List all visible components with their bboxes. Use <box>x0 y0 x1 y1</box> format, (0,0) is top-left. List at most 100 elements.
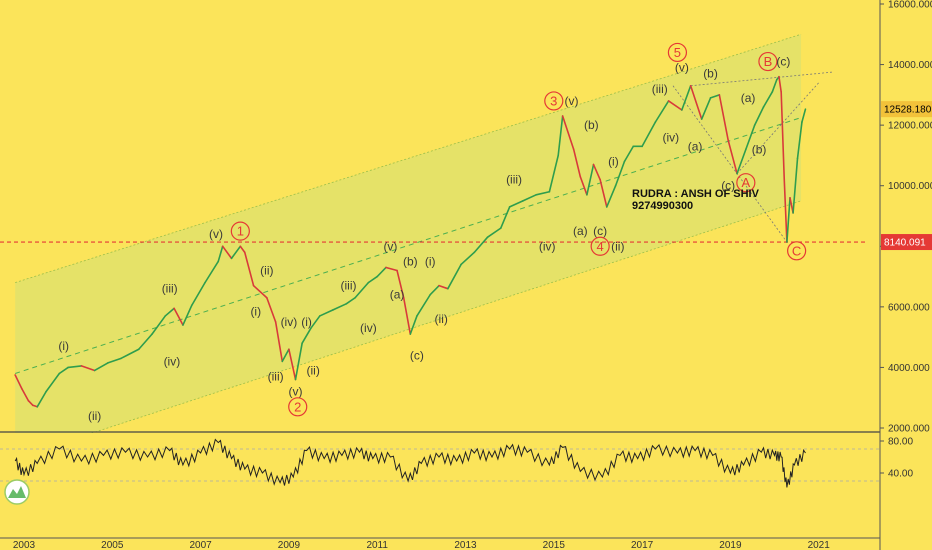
price-segment <box>67 365 83 369</box>
price-segment <box>460 251 476 266</box>
price-segment <box>522 194 537 202</box>
price-segment <box>592 163 601 181</box>
price-segment <box>796 121 803 160</box>
price-segment <box>182 304 193 326</box>
wave-label: (b) <box>703 67 718 81</box>
annotation: RUDRA : ANSH OF SHIV 9274990300 <box>632 188 760 212</box>
price-segment <box>700 97 712 120</box>
price-segment <box>762 91 774 108</box>
channel-upper-line <box>15 33 802 284</box>
wave-label: (c) <box>721 179 735 193</box>
rsi-background <box>0 433 880 538</box>
wave-label: 4 <box>597 239 604 254</box>
price-segment <box>319 309 334 317</box>
price-segment <box>416 293 431 317</box>
price-segment <box>508 200 524 208</box>
logo-icon[interactable] <box>4 479 30 505</box>
wave-marker <box>288 397 308 417</box>
wave-label: (v) <box>675 61 689 75</box>
price-segment <box>780 91 786 181</box>
price-segment <box>332 303 348 311</box>
time-tick-label: 2019 <box>719 540 742 550</box>
wave-label: 1 <box>237 224 244 239</box>
price-segment <box>792 157 799 214</box>
wave-label: (iii) <box>506 173 522 187</box>
price-segment <box>709 94 721 99</box>
price-segment <box>173 307 184 326</box>
price-segment <box>409 315 418 335</box>
price-segment <box>137 333 153 351</box>
channel-lower-line <box>15 200 802 459</box>
price-segment <box>281 348 290 363</box>
price-segment <box>396 269 405 299</box>
wave-label: (v) <box>564 94 578 108</box>
channel-mid-line <box>15 117 802 374</box>
price-tick-label: 4000.000 <box>888 363 930 374</box>
wave-label: (iv) <box>662 130 679 144</box>
wave-label: (iii) <box>268 370 284 384</box>
price-segment <box>107 357 122 364</box>
wave-label: (iv) <box>539 239 556 253</box>
wave-label: (c) <box>776 55 790 69</box>
time-tick-label: 2021 <box>808 540 831 550</box>
wave-labels: (i)(ii)(iii)(iv)(v) 1(ii)(i)(iv) (i)(iii)(… <box>58 42 807 423</box>
price-segment <box>641 121 657 148</box>
wave-label: (b) <box>752 142 767 156</box>
price-segment <box>402 296 412 335</box>
price-segment <box>500 206 511 229</box>
price-segment <box>623 145 635 163</box>
price-segment <box>217 245 224 263</box>
price-segment <box>266 296 277 323</box>
wave-label: (b) <box>584 118 599 132</box>
price-segment <box>771 78 778 93</box>
wave-label: (ii) <box>435 312 448 326</box>
price-segment <box>376 266 387 278</box>
price-segment <box>801 108 807 123</box>
price-segment <box>783 178 788 243</box>
support-price-badge <box>881 234 932 251</box>
price-segment <box>727 139 738 175</box>
price-segment <box>753 106 765 126</box>
rsi-panel <box>0 431 880 538</box>
price-segment <box>27 399 34 407</box>
wave-label: (a) <box>390 288 405 302</box>
price-segment <box>786 197 791 243</box>
price-segment <box>718 94 729 142</box>
wave-label: 5 <box>674 45 681 60</box>
wave-label: (c) <box>410 348 424 362</box>
wave-label: (b) <box>403 254 418 268</box>
wave-label: (i) <box>58 339 69 353</box>
price-segment <box>230 245 242 260</box>
wave-label: B <box>764 54 773 69</box>
price-segment <box>45 372 61 393</box>
price-segment <box>385 266 398 272</box>
last-price-label: 12528.180 <box>884 105 932 116</box>
trendline-diag-2 <box>736 82 819 174</box>
time-tick-label: 2015 <box>543 540 566 550</box>
wave-label: (iii) <box>341 279 357 293</box>
price-segment <box>239 245 246 254</box>
wave-label: C <box>792 243 801 258</box>
wave-marker <box>667 42 688 63</box>
wave-label: (v) <box>209 227 223 241</box>
wave-label: (iv) <box>164 354 181 368</box>
price-segment <box>736 148 747 175</box>
wave-label: (iv) <box>360 321 377 335</box>
time-tick-label: 2009 <box>278 540 301 550</box>
rsi-tick-label: 80.00 <box>888 437 913 448</box>
wave-label: (iii) <box>162 282 178 296</box>
time-tick-label: 2007 <box>189 540 212 550</box>
wave-label: (iv) <box>281 315 298 329</box>
wave-label: (v) <box>383 239 397 253</box>
price-tick-label: 16000.000 <box>888 0 932 11</box>
time-tick-label: 2017 <box>631 540 654 550</box>
price-segment <box>429 284 440 296</box>
support-price-label: 8140.091 <box>884 238 926 249</box>
trendline-diag-1 <box>672 85 788 243</box>
price-segment <box>252 284 268 299</box>
wave-label: (a) <box>573 224 588 238</box>
price-segment <box>221 245 233 260</box>
price-segment <box>274 321 284 363</box>
